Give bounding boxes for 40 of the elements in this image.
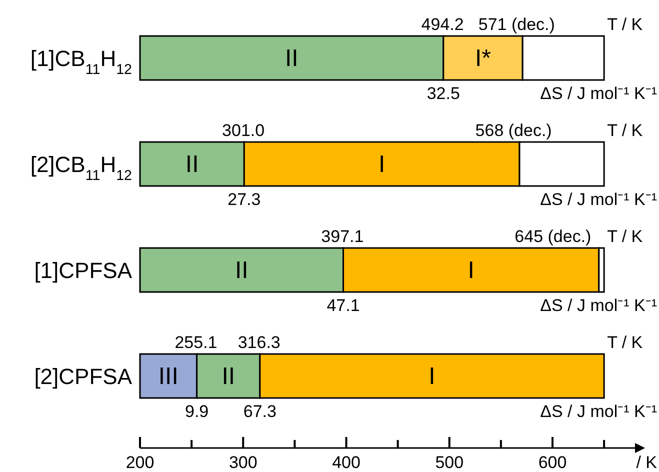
x-tick-label: 400 — [332, 453, 360, 472]
annotation: 255.1 — [174, 333, 218, 352]
annotation: 32.5 — [426, 84, 460, 103]
series-label: I — [378, 151, 386, 178]
annotation: 301.0 — [222, 121, 265, 140]
annotation: 9.9 — [185, 402, 209, 421]
annotation: T / K — [607, 227, 644, 246]
annotation: 645 (dec.) — [514, 227, 592, 246]
text: II — [185, 151, 199, 178]
annotation: 397.1 — [321, 227, 364, 246]
annotation: 494.2 — [421, 15, 464, 34]
text: II — [234, 257, 248, 284]
text: II — [222, 363, 236, 390]
annotation: T / K — [607, 333, 644, 352]
series-label: II — [285, 45, 298, 72]
series-label: I* — [474, 45, 491, 72]
x-tick-label: 200 — [126, 453, 154, 472]
x-axis-title: / K — [636, 453, 658, 472]
annotation: 47.1 — [326, 296, 360, 315]
text: I — [428, 363, 436, 390]
y-tick-label: [1]CPFSA — [34, 258, 132, 283]
x-tick-label: 300 — [228, 453, 258, 472]
annotation: ΔS / J mol⁻¹ K⁻¹ — [540, 84, 658, 103]
annotation: T / K — [607, 15, 644, 34]
annotation: ΔS / J mol⁻¹ K⁻¹ — [540, 402, 658, 421]
y-tick-label: [1]CB$_{11}$H$_{12}$ — [30, 46, 132, 78]
annotation: 316.3 — [238, 333, 280, 352]
x-tick-label: 500 — [435, 453, 464, 472]
series-label: III — [158, 363, 178, 390]
annotation: T / K — [607, 121, 644, 140]
x-tick-label: 600 — [538, 453, 567, 472]
annotation: ΔS / J mol⁻¹ K⁻¹ — [540, 296, 658, 315]
annotation: 27.3 — [228, 190, 261, 209]
y-tick-label: [2]CB$_{11}$H$_{12}$ — [30, 152, 132, 184]
annotation: 568 (dec.) — [475, 121, 552, 140]
annotation: ΔS / J mol⁻¹ K⁻¹ — [540, 190, 658, 209]
annotation: 67.3 — [243, 402, 276, 421]
text: I — [468, 257, 474, 284]
annotation: 571 (dec.) — [478, 15, 555, 34]
y-tick-label: [2]CPFSA — [34, 364, 132, 389]
